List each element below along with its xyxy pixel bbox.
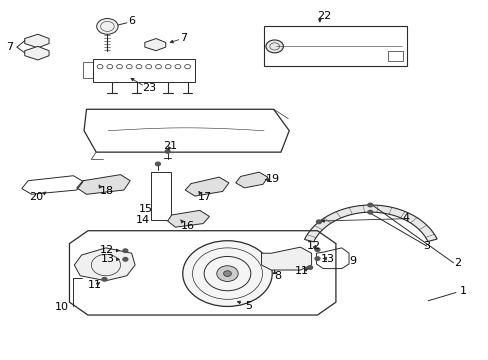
Text: 11: 11	[87, 280, 102, 291]
Text: 23: 23	[142, 83, 157, 93]
Circle shape	[367, 210, 372, 214]
Text: 12: 12	[306, 241, 320, 251]
Text: 1: 1	[459, 286, 466, 296]
Text: 13: 13	[100, 254, 114, 264]
Text: 22: 22	[317, 11, 331, 21]
Text: 12: 12	[100, 245, 114, 255]
Text: 7: 7	[180, 33, 187, 43]
Circle shape	[265, 40, 283, 53]
Circle shape	[102, 278, 107, 281]
Text: 5: 5	[244, 301, 251, 311]
Text: 6: 6	[128, 17, 135, 26]
Text: 8: 8	[273, 271, 281, 281]
Text: 14: 14	[136, 215, 150, 225]
Text: 20: 20	[29, 192, 43, 202]
Text: 21: 21	[163, 141, 177, 152]
Circle shape	[155, 162, 160, 166]
Text: 13: 13	[321, 253, 334, 264]
Text: 9: 9	[348, 256, 355, 266]
Text: 11: 11	[294, 266, 308, 276]
Polygon shape	[25, 46, 49, 60]
Circle shape	[122, 249, 127, 252]
Circle shape	[316, 220, 321, 224]
Circle shape	[122, 257, 127, 261]
Text: 7: 7	[6, 42, 14, 52]
Circle shape	[165, 150, 170, 153]
Circle shape	[314, 257, 319, 260]
Text: 19: 19	[265, 174, 279, 184]
Polygon shape	[74, 248, 135, 281]
Text: 18: 18	[100, 186, 114, 196]
Text: 15: 15	[139, 204, 153, 214]
Text: 10: 10	[54, 302, 68, 312]
Polygon shape	[25, 34, 49, 48]
Circle shape	[97, 18, 118, 34]
Circle shape	[314, 248, 319, 251]
Polygon shape	[167, 210, 209, 227]
Circle shape	[367, 203, 372, 207]
Text: 3: 3	[423, 241, 429, 251]
Text: 2: 2	[453, 258, 460, 268]
Bar	[151, 172, 170, 220]
Polygon shape	[261, 247, 311, 270]
Text: 4: 4	[402, 212, 408, 222]
Polygon shape	[235, 172, 267, 188]
Polygon shape	[185, 177, 228, 196]
Circle shape	[307, 266, 312, 269]
Polygon shape	[144, 39, 165, 51]
Text: 17: 17	[197, 192, 211, 202]
Circle shape	[183, 241, 272, 306]
Polygon shape	[304, 205, 436, 242]
Circle shape	[223, 271, 231, 276]
Polygon shape	[77, 175, 130, 194]
Text: 16: 16	[180, 221, 194, 231]
Circle shape	[216, 266, 238, 282]
